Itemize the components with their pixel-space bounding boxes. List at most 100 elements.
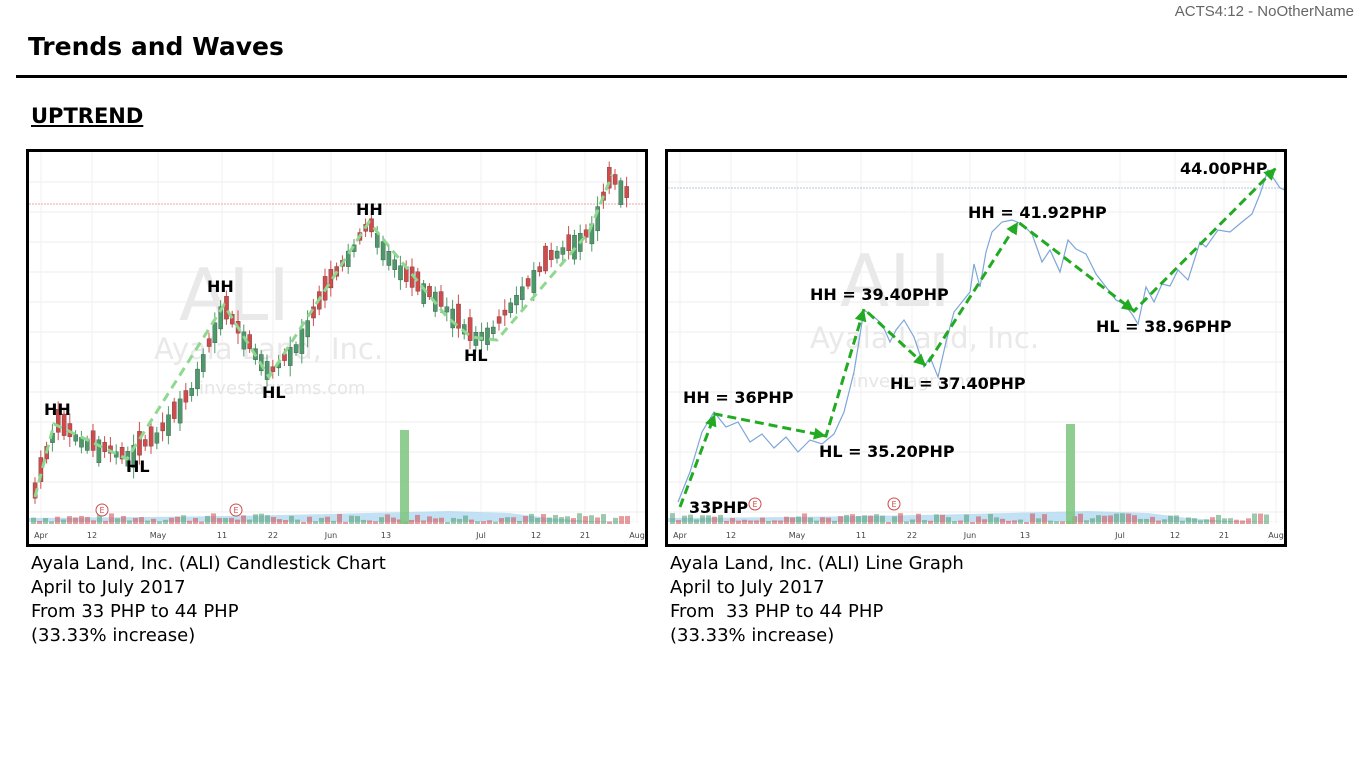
volume-bar	[385, 514, 390, 524]
candle-body	[195, 368, 200, 390]
watermark-site: investagrams.com	[852, 371, 1019, 392]
volume-bar	[229, 517, 234, 524]
volume-bar	[1108, 515, 1113, 524]
candlestick-chart-panel: ALI Ayala Land, Inc. investagrams.com E …	[26, 149, 648, 547]
volume-bar	[694, 519, 699, 524]
caption-line: April to July 2017	[31, 577, 186, 598]
volume-bar	[445, 521, 450, 524]
x-tick-label: 13	[381, 531, 391, 540]
volume-bar	[1216, 514, 1221, 524]
candle-body	[288, 347, 293, 366]
volume-bar	[862, 515, 867, 524]
x-tick-label: 22	[268, 531, 278, 540]
volume-bar	[481, 521, 486, 524]
volume-spike-bar	[400, 430, 409, 524]
volume-bar	[331, 520, 336, 524]
candle-body	[496, 316, 502, 324]
candle-body	[560, 247, 566, 255]
earnings-marker-label: E	[233, 506, 238, 515]
trend-zigzag-line	[33, 174, 614, 498]
volume-bar	[712, 516, 717, 524]
candle-body	[218, 306, 223, 330]
price-label-hh-3: HH = 41.92PHP	[968, 203, 1107, 222]
volume-bar	[49, 521, 54, 524]
volume-bar	[742, 519, 747, 524]
candle-body	[201, 354, 206, 372]
candle-body	[549, 250, 554, 260]
candle-body	[595, 206, 600, 232]
volume-bar	[814, 520, 819, 524]
volume-bar	[874, 514, 879, 524]
candle-body	[102, 442, 107, 452]
volume-bar	[700, 515, 705, 524]
x-tick-label: Apr	[673, 531, 688, 540]
candle-body	[148, 426, 154, 447]
volume-bar	[127, 520, 132, 524]
volume-bar	[838, 516, 843, 524]
volume-bar	[355, 516, 360, 524]
volume-bar	[748, 520, 753, 524]
volume-bar	[970, 521, 975, 524]
volume-bar	[301, 521, 306, 524]
volume-bar	[517, 520, 522, 524]
volume-bar	[295, 519, 300, 524]
earnings-marker-label: E	[99, 506, 104, 515]
volume-bar	[265, 515, 270, 524]
volume-bar	[283, 520, 288, 524]
watermark-company: Ayala Land, Inc.	[154, 332, 383, 366]
candle-body	[502, 309, 508, 316]
candle-body	[438, 291, 444, 307]
line-graph-panel: ALI Ayala Land, Inc. investagrams.com E …	[665, 149, 1287, 547]
volume-bar	[211, 513, 216, 524]
volume-bar	[613, 517, 618, 524]
swing-label-hl-3: HL	[464, 346, 488, 365]
volume-bar	[601, 514, 606, 524]
price-label-end: 44.00PHP	[1180, 159, 1268, 178]
slide-reference: ACTS4:12 - NoOtherName	[1174, 3, 1354, 20]
volume-bar	[145, 520, 150, 524]
volume-bar	[718, 514, 723, 524]
volume-bar	[241, 515, 246, 524]
volume-bar	[1222, 518, 1227, 524]
candle-body	[491, 326, 496, 334]
volume-bar	[325, 516, 330, 524]
candle-body	[293, 344, 299, 353]
volume-bars	[29, 430, 645, 524]
volume-bar	[760, 517, 765, 524]
candle-body	[160, 422, 165, 432]
candle-body	[143, 439, 148, 447]
candle-body	[224, 296, 229, 320]
volume-bar	[952, 521, 957, 524]
arrowhead-icon	[813, 427, 826, 440]
candle-body	[270, 366, 276, 372]
candle-body	[73, 434, 78, 442]
volume-bar	[1198, 520, 1203, 524]
candle-body	[479, 331, 484, 341]
volume-bar	[1036, 518, 1041, 524]
volume-bar	[163, 519, 168, 524]
caption-line: From 33 PHP to 44 PHP	[670, 601, 884, 622]
volume-bar	[91, 520, 96, 524]
volume-bar	[373, 521, 378, 524]
volume-bar	[1030, 513, 1035, 524]
volume-bar	[778, 520, 783, 524]
arrowhead-icon	[705, 414, 717, 428]
volume-bar	[427, 516, 432, 524]
earnings-marker-icon	[95, 503, 109, 517]
volume-bar	[826, 517, 831, 524]
line-graph: ALI Ayala Land, Inc. investagrams.com E …	[668, 152, 1284, 540]
volume-bar	[802, 513, 807, 524]
volume-bar	[1060, 521, 1065, 524]
chart-grid	[668, 152, 1284, 524]
volume-bar	[1126, 513, 1131, 524]
volume-bar	[1180, 520, 1185, 524]
candle-body	[520, 286, 525, 300]
candle-body	[572, 235, 577, 260]
x-tick-label: 12	[531, 531, 541, 540]
volume-bar	[772, 520, 777, 524]
volume-bar	[1132, 515, 1137, 524]
x-tick-label: 21	[580, 531, 590, 540]
candle-body	[183, 390, 189, 403]
volume-bar	[469, 519, 474, 524]
trend-zigzag-arrow-line	[678, 166, 1278, 508]
